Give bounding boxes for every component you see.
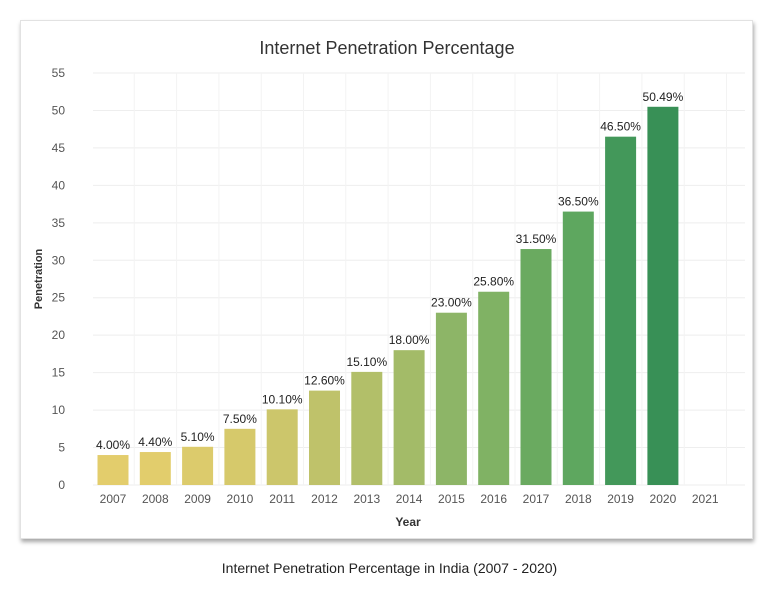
- bar-2014: [393, 350, 425, 485]
- data-label-2018: 36.50%: [558, 195, 599, 209]
- bar-2015: [435, 312, 467, 485]
- x-tick-label: 2016: [480, 492, 507, 506]
- y-tick-label: 45: [52, 141, 66, 155]
- x-tick-label: 2017: [523, 492, 550, 506]
- data-label-2013: 15.10%: [346, 355, 387, 369]
- data-label-2014: 18.00%: [389, 333, 430, 347]
- x-tick-label: 2021: [692, 492, 719, 506]
- gridlines: [93, 72, 745, 486]
- bar-2010: [224, 428, 256, 485]
- data-label-2008: 4.40%: [138, 435, 172, 449]
- data-label-2011: 10.10%: [262, 392, 303, 406]
- y-axis: 0 5 10 15 20 25 30 35 40 45 50 55: [52, 66, 66, 492]
- x-tick-label: 2015: [438, 492, 465, 506]
- y-tick-label: 40: [52, 178, 66, 192]
- bar-2020: [647, 106, 679, 485]
- data-label-2019: 46.50%: [600, 120, 641, 134]
- x-tick-label: 2013: [353, 492, 380, 506]
- y-tick-label: 5: [58, 441, 65, 455]
- x-tick-label: 2012: [311, 492, 338, 506]
- bar-2017: [520, 249, 552, 485]
- data-label-2012: 12.60%: [304, 374, 345, 388]
- x-tick-label: 2020: [650, 492, 677, 506]
- bar-2018: [562, 211, 594, 485]
- bar-2016: [478, 291, 510, 485]
- y-tick-label: 0: [58, 478, 65, 492]
- data-label-2017: 31.50%: [516, 232, 557, 246]
- chart-card: 0 5 10 15 20 25 30 35 40 45 50 55 4.00% 4.40% 5.10% 7.…: [20, 20, 753, 539]
- x-tick-label: 2011: [269, 492, 295, 506]
- x-tick-label: 2009: [184, 492, 211, 506]
- data-label-2016: 25.80%: [473, 275, 514, 289]
- data-label-2020: 50.49%: [643, 90, 684, 104]
- figure-caption: Internet Penetration Percentage in India…: [221, 560, 558, 576]
- x-tick-label: 2018: [565, 492, 592, 506]
- y-axis-label: Penetration: [33, 248, 45, 309]
- x-tick-label: 2010: [227, 492, 254, 506]
- y-tick-label: 10: [52, 403, 66, 417]
- y-tick-label: 30: [52, 253, 66, 267]
- data-label-2009: 5.10%: [181, 430, 215, 444]
- bar-2008: [139, 452, 171, 485]
- y-tick-label: 55: [52, 66, 66, 80]
- bar-chart: 0 5 10 15 20 25 30 35 40 45 50 55 4.00% 4.40% 5.10% 7.…: [33, 38, 745, 529]
- chart-title: Internet Penetration Percentage: [259, 38, 514, 58]
- data-label-2007: 4.00%: [96, 438, 130, 452]
- bar-2011: [266, 409, 298, 485]
- x-axis: 2007 2008 2009 2010 2011 2012 2013 2014 2015 2016…: [100, 492, 719, 506]
- x-tick-label: 2019: [607, 492, 634, 506]
- bar-2012: [309, 390, 340, 485]
- y-tick-label: 15: [52, 366, 66, 380]
- data-label-2010: 7.50%: [223, 412, 257, 426]
- y-tick-label: 20: [52, 328, 66, 342]
- bar-2007: [97, 455, 129, 485]
- x-tick-label: 2007: [100, 492, 127, 506]
- bar-2019: [605, 136, 637, 485]
- y-tick-label: 50: [52, 103, 66, 117]
- x-tick-label: 2008: [142, 492, 169, 506]
- x-axis-label: Year: [395, 515, 421, 529]
- bars: 4.00% 4.40% 5.10% 7.50% 10.10%12.60%15.10%18…: [96, 90, 684, 485]
- bar-2009: [182, 446, 214, 485]
- y-tick-label: 25: [52, 291, 66, 305]
- y-tick-label: 35: [52, 216, 66, 230]
- bar-2013: [351, 371, 383, 485]
- x-tick-label: 2014: [396, 492, 423, 506]
- data-label-2015: 23.00%: [431, 296, 472, 310]
